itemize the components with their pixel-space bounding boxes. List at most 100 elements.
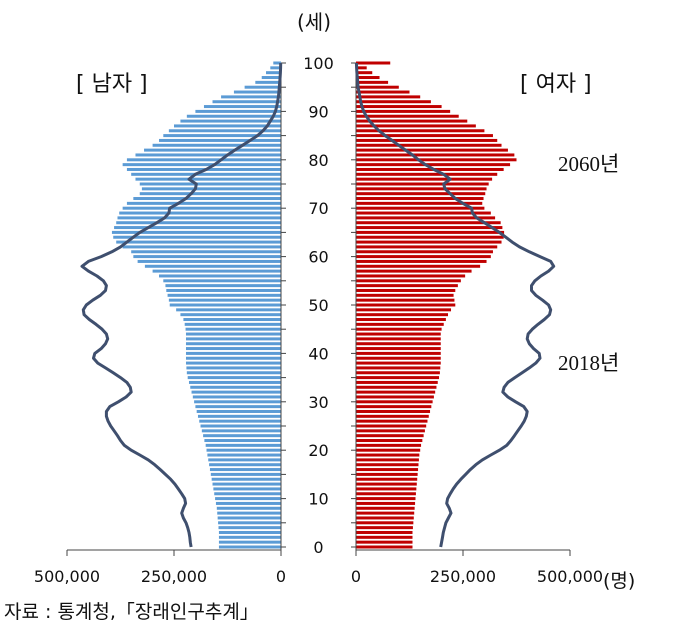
male-bar-age-21 xyxy=(205,443,281,447)
male-bar-age-62 xyxy=(122,245,281,249)
male-x-tick-label-0: 500,000 xyxy=(34,567,100,586)
male-bar-age-41 xyxy=(185,347,281,351)
female-bar-age-8 xyxy=(356,506,415,510)
male-bar-age-45 xyxy=(185,327,281,331)
male-bar-age-37 xyxy=(186,366,281,370)
male-bar-age-88 xyxy=(180,119,281,123)
female-bar-age-12 xyxy=(356,487,417,491)
female-bar-age-1 xyxy=(356,540,413,544)
female-bar-age-27 xyxy=(356,414,429,418)
female-bar-age-51 xyxy=(356,298,455,302)
female-bar-age-55 xyxy=(356,279,461,283)
age-tick-label-100: 100 xyxy=(303,54,334,73)
age-tick-label-50: 50 xyxy=(308,296,328,315)
female-bar-age-87 xyxy=(356,124,476,128)
female-bar-age-0 xyxy=(356,545,413,549)
female-bar-age-15 xyxy=(356,472,418,476)
male-bar-age-56 xyxy=(159,274,281,278)
female-bar-age-72 xyxy=(356,197,484,201)
male-bar-age-16 xyxy=(209,468,281,472)
female-bar-age-53 xyxy=(356,288,456,292)
male-legend-label: [ 남자 ] xyxy=(76,72,148,97)
male-bar-age-15 xyxy=(210,472,281,476)
male-bar-age-54 xyxy=(165,284,281,288)
age-tick-label-0: 0 xyxy=(313,538,323,557)
male-bar-age-87 xyxy=(174,124,281,128)
male-bar-age-83 xyxy=(152,143,281,147)
male-bar-age-84 xyxy=(159,138,281,142)
female-x-tick-label-2: 500,000 xyxy=(537,567,603,586)
male-bar-age-31 xyxy=(192,395,281,399)
female-bar-age-13 xyxy=(356,482,417,486)
female-bar-age-19 xyxy=(356,453,420,457)
male-bar-age-90 xyxy=(195,109,281,113)
male-bar-age-30 xyxy=(194,400,281,404)
female-bar-age-88 xyxy=(356,119,468,123)
female-bar-age-41 xyxy=(356,347,441,351)
male-bar-age-93 xyxy=(221,95,281,99)
female-bar-age-91 xyxy=(356,105,442,109)
male-bar-age-82 xyxy=(144,148,281,152)
female-bar-age-30 xyxy=(356,400,433,404)
female-line-2018 xyxy=(354,62,556,548)
female-bar-age-65 xyxy=(356,230,505,234)
lines-2018 xyxy=(80,62,556,548)
male-bar-age-72 xyxy=(133,197,281,201)
female-bar-age-34 xyxy=(356,380,438,384)
male-bar-age-52 xyxy=(167,293,281,297)
age-tick-label-20: 20 xyxy=(308,441,328,460)
female-bar-age-70 xyxy=(356,206,485,210)
female-bar-age-2 xyxy=(356,535,413,539)
female-bar-age-66 xyxy=(356,226,503,230)
male-bar-age-76 xyxy=(135,177,281,181)
female-bar-age-82 xyxy=(356,148,508,152)
tick-labels: 0 10 20 30 40 50 60 70 80 90 100 500,000 250,000 0 0 25… xyxy=(34,54,603,586)
female-bar-age-97 xyxy=(356,76,380,80)
female-bar-age-69 xyxy=(356,211,491,215)
male-bar-age-80 xyxy=(126,158,281,162)
female-bar-age-71 xyxy=(356,201,483,205)
male-bar-age-23 xyxy=(203,434,281,438)
male-bar-age-96 xyxy=(255,80,281,84)
female-bar-age-68 xyxy=(356,216,496,220)
male-bar-age-57 xyxy=(152,269,281,273)
female-bar-age-5 xyxy=(356,521,414,525)
male-bar-age-98 xyxy=(266,71,281,75)
female-bar-age-31 xyxy=(356,395,434,399)
female-bar-age-20 xyxy=(356,448,421,452)
male-bar-age-2 xyxy=(218,535,281,539)
female-bars-2060 xyxy=(356,61,517,549)
female-bar-age-16 xyxy=(356,468,419,472)
male-bar-age-42 xyxy=(185,342,281,346)
female-bar-age-40 xyxy=(356,351,441,355)
male-bar-age-58 xyxy=(144,264,281,268)
source-note: 자료 : 통계청,「장래인구추계」 xyxy=(4,601,259,623)
female-bar-age-92 xyxy=(356,100,431,104)
male-bar-age-49 xyxy=(176,308,281,312)
age-tick-label-30: 30 xyxy=(308,393,328,412)
female-bar-age-44 xyxy=(356,332,441,336)
male-bar-age-64 xyxy=(113,235,281,239)
age-tick-label-80: 80 xyxy=(308,151,328,170)
male-bar-age-20 xyxy=(206,448,281,452)
female-bar-age-48 xyxy=(356,313,449,317)
male-bar-age-55 xyxy=(163,279,281,283)
male-bar-age-26 xyxy=(199,419,281,423)
female-bar-age-47 xyxy=(356,318,446,322)
age-tick-label-10: 10 xyxy=(308,490,328,509)
female-bar-age-56 xyxy=(356,274,466,278)
female-legend-label: [ 여자 ] xyxy=(520,72,592,97)
male-bar-age-59 xyxy=(137,259,281,263)
male-bar-age-9 xyxy=(215,501,281,505)
female-bar-age-17 xyxy=(356,463,419,467)
female-bar-age-29 xyxy=(356,405,432,409)
female-bar-age-85 xyxy=(356,134,493,138)
female-bar-age-32 xyxy=(356,390,436,394)
female-bar-age-22 xyxy=(356,439,423,443)
male-line-2018 xyxy=(80,62,283,548)
male-bar-age-40 xyxy=(185,351,281,355)
male-bar-age-8 xyxy=(216,506,281,510)
male-bar-age-91 xyxy=(203,105,281,109)
male-bar-age-24 xyxy=(201,429,281,433)
male-bar-age-6 xyxy=(217,516,281,520)
